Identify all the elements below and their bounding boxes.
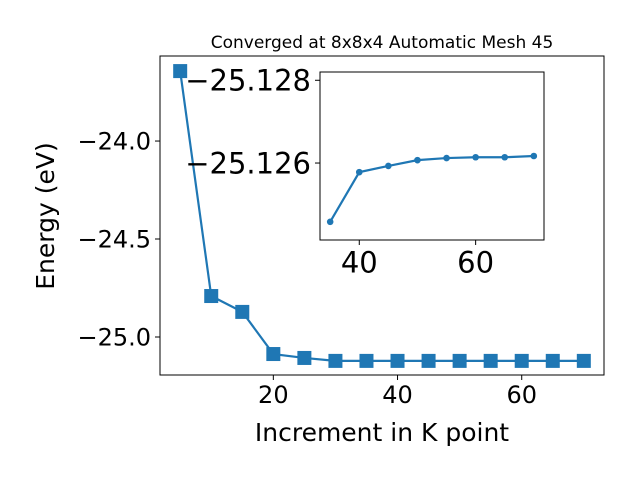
data-point — [472, 153, 479, 161]
data-point — [414, 156, 421, 164]
data-point — [452, 353, 467, 368]
data-point — [359, 353, 374, 368]
y-tick-label: −24.0 — [77, 128, 151, 156]
data-point — [483, 353, 498, 368]
data-point — [173, 64, 188, 79]
x-tick-label: 40 — [341, 246, 378, 280]
data-point — [545, 353, 560, 368]
data-point — [326, 218, 334, 226]
data-point — [297, 350, 312, 365]
data-point — [530, 152, 538, 160]
x-tick-label: 20 — [258, 381, 289, 409]
x-tick-label: 60 — [506, 381, 537, 409]
data-point — [576, 353, 591, 368]
x-tick-label: 60 — [457, 246, 494, 280]
data-point — [385, 162, 392, 170]
axes-frame — [319, 71, 545, 241]
y-axis-label: Energy (eV) — [31, 142, 60, 289]
data-point — [501, 153, 509, 161]
data-point — [355, 168, 363, 176]
data-point — [443, 154, 450, 162]
data-line — [329, 154, 534, 223]
data-point — [204, 289, 219, 304]
y-tick-label: −25.0 — [77, 324, 151, 352]
x-axis-label: Increment in K point — [255, 418, 509, 447]
data-point — [390, 353, 405, 368]
y-tick-label: −25.126 — [185, 146, 311, 180]
data-point — [328, 353, 343, 368]
y-tick-label: −24.5 — [77, 226, 151, 254]
y-tick-label: −25.128 — [185, 64, 311, 98]
data-point — [266, 347, 281, 362]
x-tick-label: 40 — [382, 381, 413, 409]
axes-frame — [159, 55, 605, 376]
chart-title: Converged at 8x8x4 Automatic Mesh 45 — [211, 33, 554, 53]
data-point — [235, 304, 250, 319]
data-point — [421, 353, 436, 368]
data-point — [514, 353, 529, 368]
